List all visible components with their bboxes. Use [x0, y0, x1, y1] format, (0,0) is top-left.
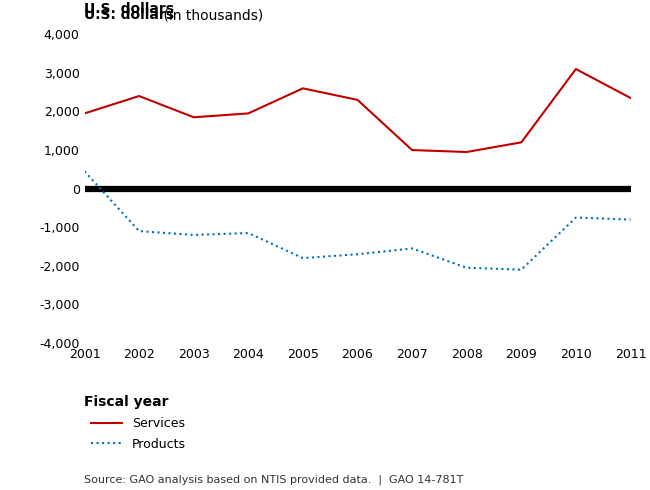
- Text: Fiscal year: Fiscal year: [84, 395, 169, 410]
- Text: U.S. dollars: U.S. dollars: [84, 8, 174, 22]
- Legend: Services, Products: Services, Products: [91, 417, 186, 451]
- Text: (in thousands): (in thousands): [159, 8, 263, 22]
- Text: Source: GAO analysis based on NTIS provided data.  |  GAO 14-781T: Source: GAO analysis based on NTIS provi…: [84, 475, 464, 485]
- Text: U.S. dollars: U.S. dollars: [84, 2, 174, 16]
